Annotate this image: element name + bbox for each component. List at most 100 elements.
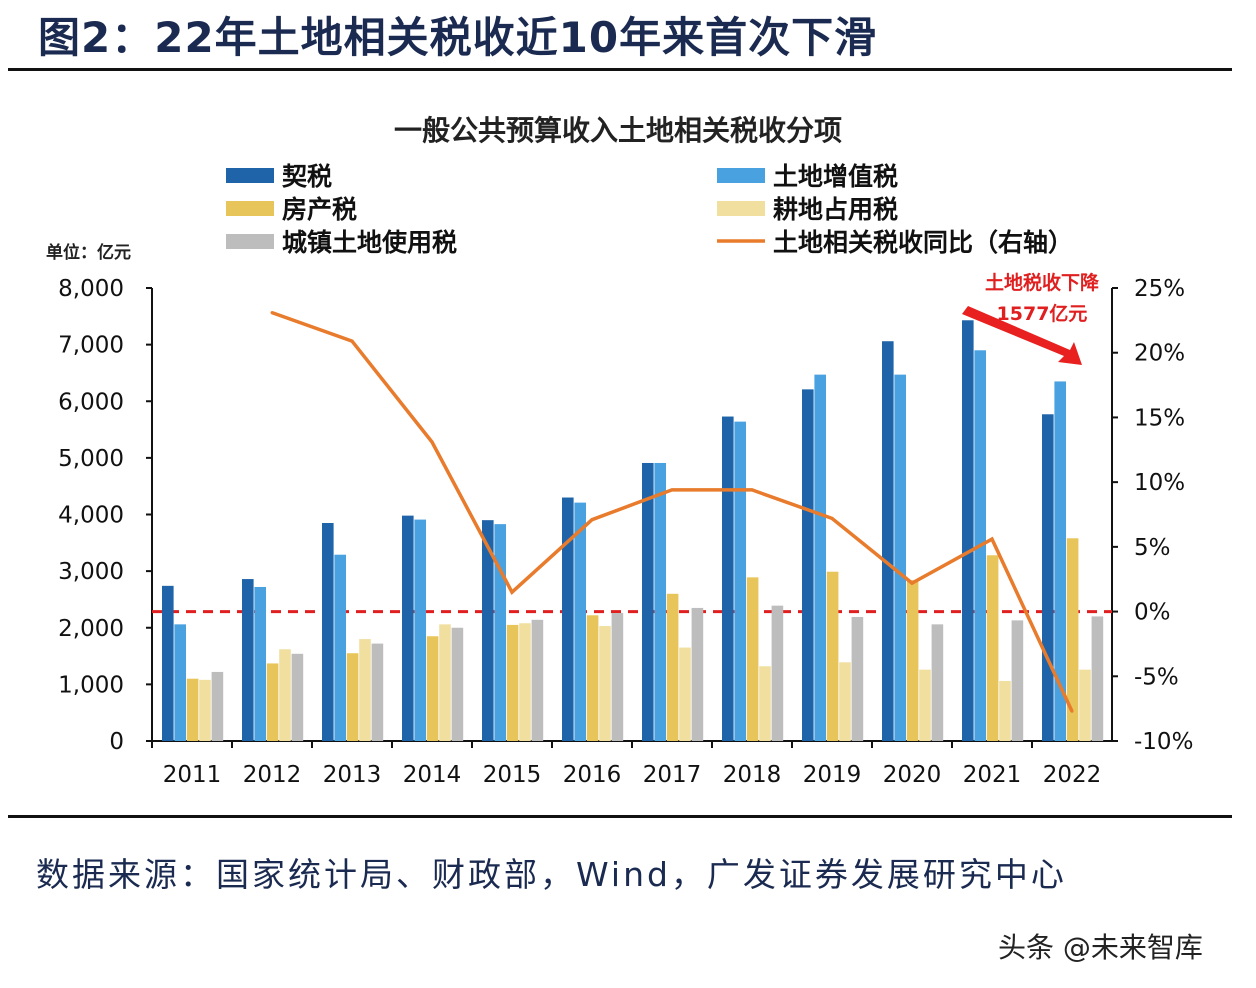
bar-耕地占用税-2012 bbox=[279, 649, 291, 741]
bar-城镇土地使用税-2020 bbox=[931, 624, 944, 741]
x-tick-label: 2016 bbox=[563, 762, 622, 788]
bar-土地增值税-2015 bbox=[494, 524, 506, 741]
left-tick-label: 2,000 bbox=[58, 616, 124, 642]
bar-房产税-2017 bbox=[666, 593, 679, 741]
right-tick-label: 0% bbox=[1134, 600, 1171, 626]
legend-swatch-耕地占用税 bbox=[717, 201, 765, 216]
bar-城镇土地使用税-2017 bbox=[691, 607, 704, 741]
bar-城镇土地使用税-2014 bbox=[451, 627, 464, 741]
annotation-arrow bbox=[962, 306, 1082, 365]
bar-契税-2019 bbox=[802, 389, 814, 741]
x-tick-label: 2022 bbox=[1043, 762, 1102, 788]
bar-土地增值税-2018 bbox=[734, 421, 746, 741]
left-tick-label: 7,000 bbox=[58, 333, 124, 359]
bar-契税-2012 bbox=[242, 579, 254, 741]
bar-城镇土地使用税-2011 bbox=[211, 671, 224, 741]
annotation: 土地税收下降 1577亿元 bbox=[962, 271, 1100, 365]
bar-土地增值税-2013 bbox=[334, 554, 346, 741]
bar-耕地占用税-2022 bbox=[1079, 669, 1091, 741]
bar-城镇土地使用税-2012 bbox=[291, 653, 304, 741]
bar-契税-2020 bbox=[882, 341, 894, 741]
bar-耕地占用税-2021 bbox=[999, 680, 1011, 741]
legend-label: 房产税 bbox=[282, 195, 357, 224]
bar-契税-2014 bbox=[402, 515, 414, 741]
legend-label: 土地相关税收同比（右轴） bbox=[773, 228, 1073, 257]
bar-耕地占用税-2019 bbox=[839, 662, 851, 741]
left-tick-label: 1,000 bbox=[58, 672, 124, 698]
yoy-point bbox=[990, 537, 994, 541]
left-tick-label: 8,000 bbox=[58, 276, 124, 302]
x-tick-label: 2020 bbox=[883, 762, 942, 788]
bar-房产税-2012 bbox=[266, 663, 279, 741]
x-tick-label: 2019 bbox=[803, 762, 862, 788]
top-rule bbox=[8, 68, 1232, 71]
x-tick-label: 2018 bbox=[723, 762, 782, 788]
bar-土地增值税-2022 bbox=[1054, 381, 1066, 741]
bar-房产税-2019 bbox=[826, 571, 839, 741]
bar-契税-2018 bbox=[722, 416, 734, 741]
yoy-point bbox=[830, 516, 834, 520]
bar-城镇土地使用税-2018 bbox=[771, 605, 784, 741]
x-tick-label: 2011 bbox=[163, 762, 222, 788]
bar-耕地占用税-2017 bbox=[679, 647, 691, 741]
bar-城镇土地使用税-2016 bbox=[611, 613, 624, 741]
bar-城镇土地使用税-2015 bbox=[531, 619, 544, 741]
bar-房产税-2011 bbox=[186, 678, 199, 741]
bar-城镇土地使用税-2022 bbox=[1091, 616, 1104, 741]
bar-土地增值税-2020 bbox=[894, 374, 906, 741]
legend-swatch-土地增值税 bbox=[717, 168, 765, 183]
right-tick-label: 15% bbox=[1134, 405, 1185, 431]
x-tick-label: 2014 bbox=[403, 762, 462, 788]
bar-耕地占用税-2014 bbox=[439, 624, 451, 741]
bar-房产税-2018 bbox=[746, 577, 759, 741]
chart-title: 一般公共预算收入土地相关税收分项 bbox=[394, 114, 842, 147]
right-tick-label: -5% bbox=[1134, 664, 1179, 690]
yoy-point bbox=[590, 518, 594, 522]
bar-契税-2021 bbox=[962, 320, 974, 741]
x-tick-label: 2015 bbox=[483, 762, 542, 788]
bar-土地增值税-2014 bbox=[414, 519, 426, 741]
bar-土地增值税-2016 bbox=[574, 502, 586, 741]
yoy-point bbox=[670, 488, 674, 492]
bar-耕地占用税-2011 bbox=[199, 679, 211, 741]
bar-土地增值税-2019 bbox=[814, 374, 826, 741]
bar-房产税-2014 bbox=[426, 636, 439, 741]
yoy-point bbox=[510, 590, 514, 594]
bar-契税-2016 bbox=[562, 497, 574, 741]
legend-label: 土地增值税 bbox=[773, 162, 898, 191]
bar-土地增值税-2011 bbox=[174, 624, 186, 741]
bar-城镇土地使用税-2013 bbox=[371, 643, 384, 741]
bar-耕地占用税-2013 bbox=[359, 639, 371, 741]
bottom-rule bbox=[8, 815, 1232, 818]
bar-耕地占用税-2020 bbox=[919, 669, 931, 741]
watermark: 头条 @未来智库 bbox=[998, 931, 1203, 964]
left-tick-label: 6,000 bbox=[58, 389, 124, 415]
yoy-point bbox=[750, 488, 754, 492]
left-tick-label: 0 bbox=[109, 729, 124, 755]
x-tick-label: 2013 bbox=[323, 762, 382, 788]
unit-label: 单位：亿元 bbox=[46, 242, 131, 263]
bar-契税-2017 bbox=[642, 462, 654, 741]
bar-契税-2011 bbox=[162, 585, 174, 741]
legend-swatch-房产税 bbox=[226, 201, 274, 216]
yoy-point bbox=[430, 440, 434, 444]
yoy-point bbox=[910, 581, 914, 585]
right-tick-label: 25% bbox=[1134, 276, 1185, 302]
right-tick-label: 20% bbox=[1134, 341, 1185, 367]
left-tick-label: 5,000 bbox=[58, 446, 124, 472]
left-tick-label: 3,000 bbox=[58, 559, 124, 585]
yoy-point bbox=[1070, 709, 1074, 713]
legend-label: 契税 bbox=[282, 162, 332, 191]
bar-耕地占用税-2018 bbox=[759, 666, 771, 741]
annotation-line2: 1577亿元 bbox=[997, 302, 1088, 325]
legend-swatch-城镇土地使用税 bbox=[226, 234, 274, 249]
right-tick-label: 10% bbox=[1134, 470, 1185, 496]
bar-契税-2015 bbox=[482, 520, 494, 741]
left-tick-label: 4,000 bbox=[58, 503, 124, 529]
right-tick-label: -10% bbox=[1134, 729, 1193, 755]
bar-房产税-2013 bbox=[346, 653, 359, 741]
legend-label: 耕地占用税 bbox=[773, 195, 898, 224]
bar-房产税-2015 bbox=[506, 624, 519, 741]
bar-房产税-2022 bbox=[1066, 538, 1079, 741]
